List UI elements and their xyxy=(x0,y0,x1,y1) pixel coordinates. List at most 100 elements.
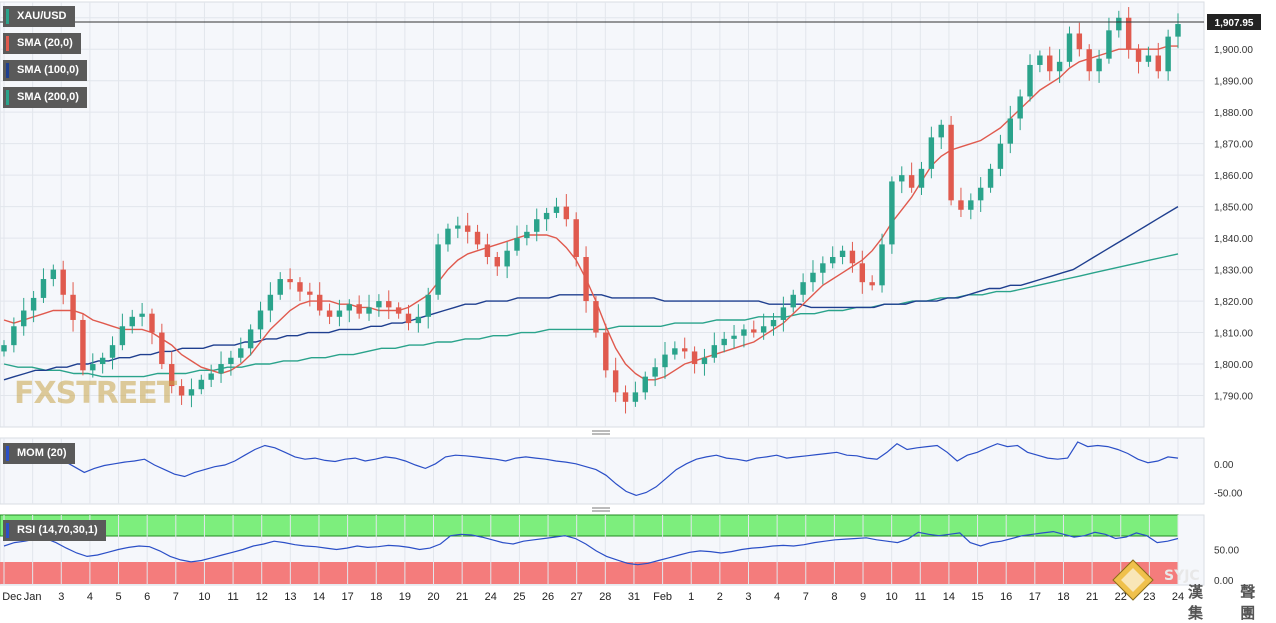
x-tick-label: 8 xyxy=(831,591,837,603)
candle-body xyxy=(50,269,57,280)
chart: 1,790.00 1,800.00 1,810.00 1,820.00 1,830.00… xyxy=(0,1,1261,603)
x-tick-label: 18 xyxy=(370,591,382,603)
grid xyxy=(0,2,1204,585)
symbol-tag[interactable]: XAU/USD xyxy=(3,6,75,27)
candle-body xyxy=(228,357,234,365)
x-tick-label: Feb xyxy=(653,591,672,603)
candle-body xyxy=(90,364,96,371)
x-tick-label: 10 xyxy=(886,591,898,603)
candle-body xyxy=(534,219,540,232)
candle-body xyxy=(948,124,954,201)
candle-body xyxy=(99,357,106,365)
candle-body xyxy=(119,326,126,346)
candle-body xyxy=(652,367,658,377)
sma200-swatch xyxy=(6,90,9,105)
x-tick-label: 18 xyxy=(1057,591,1069,603)
x-tick-label: 7 xyxy=(803,591,809,603)
sma20-swatch xyxy=(6,36,9,51)
candle-body xyxy=(977,187,984,201)
x-tick-label: 12 xyxy=(256,591,268,603)
y-tick-label: 1,850.00 xyxy=(1214,203,1253,214)
candle-body xyxy=(790,294,796,308)
candle-body xyxy=(553,206,560,213)
x-tick-label: 24 xyxy=(485,591,497,603)
x-tick-label: 4 xyxy=(87,591,93,603)
y-tick-label: 1,860.00 xyxy=(1214,171,1253,182)
candle-body xyxy=(1086,49,1092,72)
candle-body xyxy=(80,319,86,371)
candle-body xyxy=(395,307,402,314)
x-tick-label: Jan xyxy=(24,591,42,603)
candle-body xyxy=(879,244,885,286)
candle-body xyxy=(829,257,836,264)
candle-body xyxy=(159,332,165,365)
x-tick-label: 19 xyxy=(399,591,411,603)
candle-body xyxy=(859,263,866,283)
indicator-tag-sma20[interactable]: SMA (20,0) xyxy=(3,33,81,54)
candle-body xyxy=(188,389,195,396)
candle-body xyxy=(632,392,639,402)
candle-body xyxy=(1076,33,1083,50)
candle-body xyxy=(169,364,175,387)
mom-swatch xyxy=(6,446,9,461)
candle-body xyxy=(810,272,816,283)
candle-body xyxy=(435,244,441,295)
candle-body xyxy=(780,307,787,320)
candle-body xyxy=(257,310,264,330)
last-price-label: 1,907.95 xyxy=(1215,18,1254,29)
candle-body xyxy=(672,348,678,355)
rsi-swatch xyxy=(6,523,9,538)
candle-body xyxy=(1125,17,1132,50)
pane-resizer-1[interactable] xyxy=(592,430,610,435)
y-tick-label: 1,810.00 xyxy=(1214,329,1253,340)
x-axis-labels: Dec Jan 3 4 5 6 7 10 11 12 13 14 17 18 19 20 21 24 25 26 27 2… xyxy=(2,591,1184,603)
candle-body xyxy=(1096,58,1102,72)
brand-chinese-text: 漢 聲 集 團 xyxy=(1188,583,1272,622)
candle-body xyxy=(178,386,185,396)
candle-body xyxy=(642,376,648,393)
rsi-tick-label: 50.00 xyxy=(1214,546,1239,557)
y-tick-label: 1,880.00 xyxy=(1214,108,1253,119)
sma20-line xyxy=(3,45,1178,381)
rsi-tick-label: 0.00 xyxy=(1214,576,1234,587)
indicator-tag-sma200[interactable]: SMA (200,0) xyxy=(3,87,87,108)
candle-body xyxy=(316,294,323,311)
x-tick-label: 3 xyxy=(58,591,64,603)
x-tick-label: 2 xyxy=(717,591,723,603)
pane-resizer-2[interactable] xyxy=(592,507,610,512)
x-tick-label: 22 xyxy=(1115,591,1127,603)
y-tick-label: 1,820.00 xyxy=(1214,297,1253,308)
candle-body xyxy=(721,338,727,346)
candle-body xyxy=(21,310,27,327)
y-tick-label: 1,890.00 xyxy=(1214,77,1253,88)
candle-body xyxy=(682,348,688,352)
candle-body xyxy=(376,301,382,308)
candle-body xyxy=(622,392,629,402)
indicator-tag-sma100[interactable]: SMA (100,0) xyxy=(3,60,87,81)
candle-body xyxy=(849,250,856,264)
candle-body xyxy=(514,238,520,251)
x-tick-label: 6 xyxy=(144,591,150,603)
last-price-box xyxy=(1207,14,1261,30)
mom-tick-label: 0.00 xyxy=(1214,460,1234,471)
candle-body xyxy=(366,307,372,314)
x-tick-label: 28 xyxy=(599,591,611,603)
x-tick-label: 14 xyxy=(313,591,325,603)
candle-body xyxy=(346,304,353,311)
candle-body xyxy=(287,279,293,283)
x-tick-label: 21 xyxy=(1086,591,1098,603)
candle-body xyxy=(701,357,708,365)
candle-body xyxy=(711,345,718,358)
y-tick-label: 1,790.00 xyxy=(1214,392,1253,403)
watermark-logo: FXSTREET xyxy=(14,376,177,411)
y-tick-label: 1,900.00 xyxy=(1214,45,1253,56)
candle-body xyxy=(247,329,254,349)
x-tick-label: Dec xyxy=(2,591,22,603)
mom-series xyxy=(3,441,1179,497)
y-tick-label: 1,800.00 xyxy=(1214,360,1253,371)
x-tick-label: 9 xyxy=(860,591,866,603)
indicator-tag-rsi[interactable]: RSI (14,70,30,1) xyxy=(3,520,106,541)
indicator-tag-mom[interactable]: MOM (20) xyxy=(3,443,75,464)
candle-body xyxy=(60,269,66,295)
brand-logo-icon xyxy=(1112,559,1154,601)
